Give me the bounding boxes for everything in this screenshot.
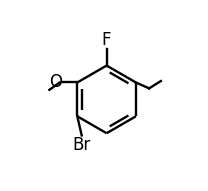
- Text: O: O: [50, 74, 63, 91]
- Text: Br: Br: [73, 136, 91, 154]
- Text: F: F: [102, 31, 111, 49]
